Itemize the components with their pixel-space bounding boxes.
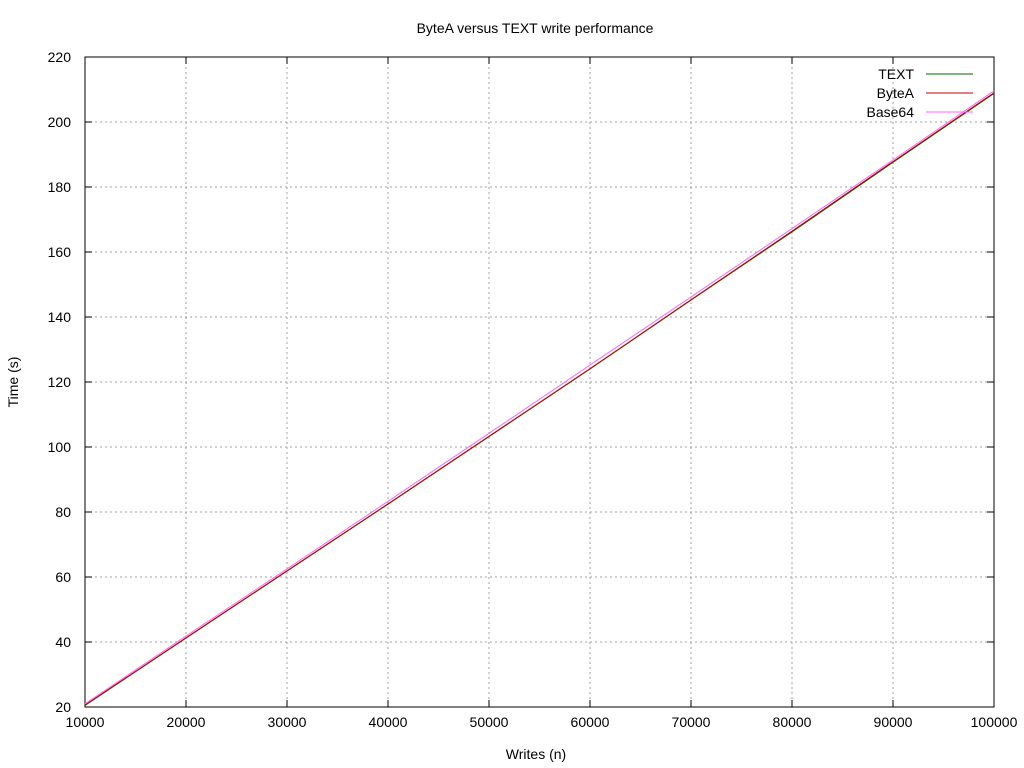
y-tick-label: 40 — [55, 634, 71, 650]
y-tick-label: 200 — [48, 114, 72, 130]
y-tick-label: 220 — [48, 49, 72, 65]
series-line-bytea — [84, 92, 995, 706]
legend: TEXT ByteA Base64 — [867, 66, 973, 120]
y-tick-label: 140 — [48, 309, 72, 325]
y-axis-label: Time (s) — [5, 357, 21, 408]
x-tick-label: 20000 — [167, 714, 206, 730]
legend-label: TEXT — [878, 66, 914, 82]
y-tick-label: 160 — [48, 244, 72, 260]
y-tick-label: 60 — [55, 569, 71, 585]
x-tick-label: 80000 — [773, 714, 812, 730]
axis-ticks: 10000 20000 30000 40000 50000 60000 70000 80000… — [48, 49, 1018, 730]
x-tick-label: 70000 — [672, 714, 711, 730]
y-tick-label: 180 — [48, 179, 72, 195]
legend-label: ByteA — [877, 85, 915, 101]
y-tick-label: 20 — [55, 699, 71, 715]
legend-label: Base64 — [867, 104, 915, 120]
y-tick-label: 100 — [48, 439, 72, 455]
x-tick-label: 50000 — [470, 714, 509, 730]
grid — [85, 57, 994, 707]
x-axis-label: Writes (n) — [506, 746, 566, 762]
series-line-base64 — [84, 90, 995, 705]
chart-title: ByteA versus TEXT write performance — [417, 20, 654, 36]
x-tick-label: 30000 — [268, 714, 307, 730]
x-tick-label: 60000 — [571, 714, 610, 730]
y-tick-label: 120 — [48, 374, 72, 390]
x-tick-label: 10000 — [66, 714, 105, 730]
x-tick-label: 100000 — [971, 714, 1018, 730]
series-lines — [84, 90, 995, 706]
y-tick-label: 80 — [55, 504, 71, 520]
x-tick-label: 40000 — [369, 714, 408, 730]
x-tick-label: 90000 — [874, 714, 913, 730]
